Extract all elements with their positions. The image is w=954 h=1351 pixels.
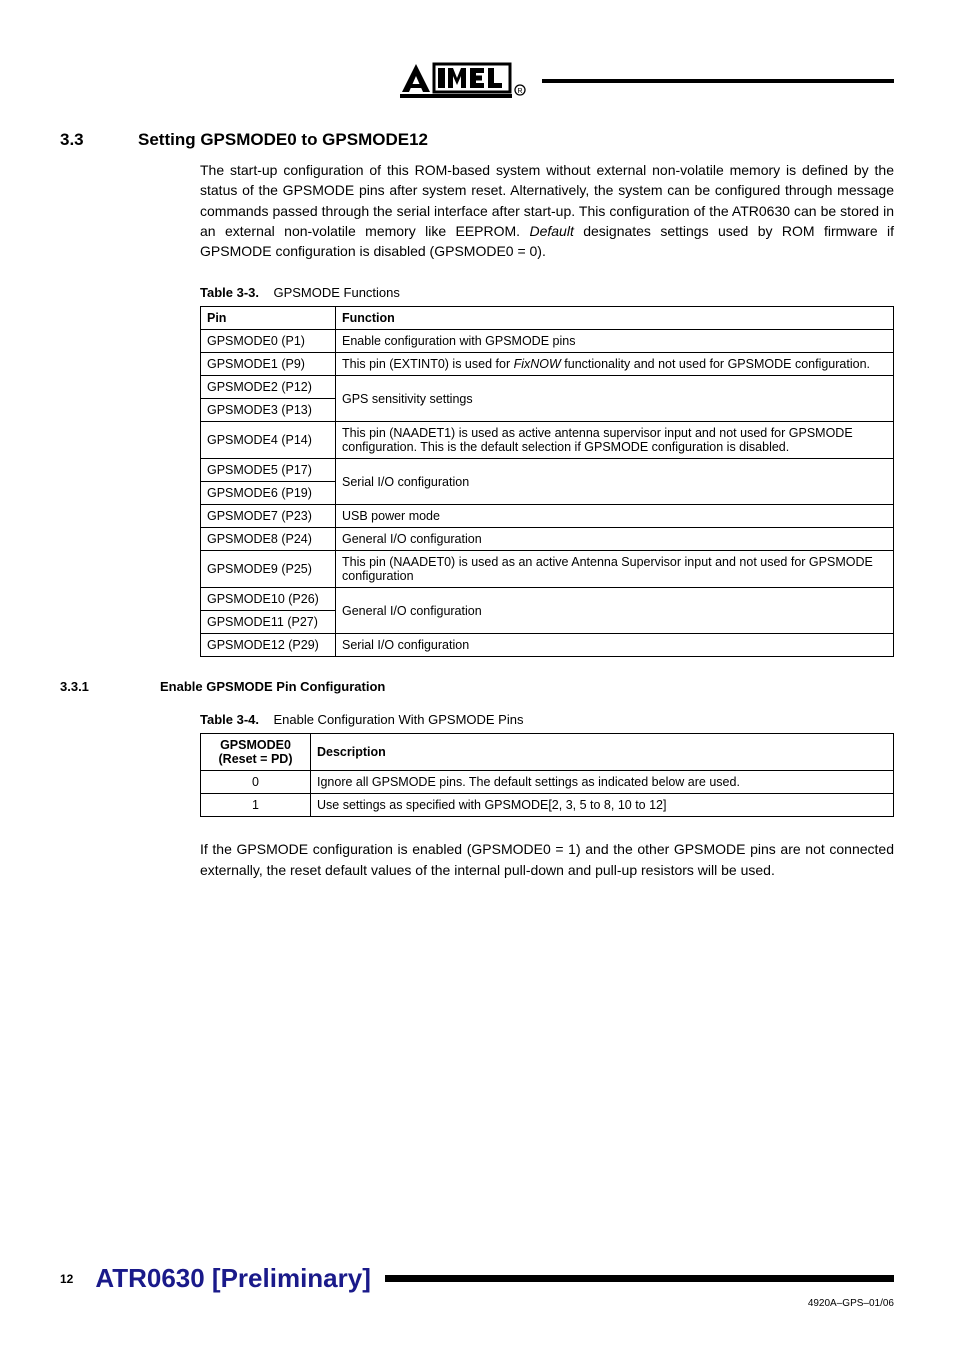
cell-pin: GPSMODE7 (P23)	[201, 505, 336, 528]
cell-function: USB power mode	[336, 505, 894, 528]
cell-pin: GPSMODE3 (P13)	[201, 399, 336, 422]
section-number: 3.3	[60, 130, 138, 150]
table-row: GPSMODE4 (P14)This pin (NAADET1) is used…	[201, 422, 894, 459]
table-row: GPSMODE2 (P12)GPS sensitivity settings	[201, 376, 894, 399]
cell-pin: GPSMODE12 (P29)	[201, 634, 336, 657]
table-row: GPSMODE12 (P29)Serial I/O configuration	[201, 634, 894, 657]
th-description: Description	[311, 734, 894, 771]
cell-description: Ignore all GPSMODE pins. The default set…	[311, 771, 894, 794]
subsection-heading: 3.3.1 Enable GPSMODE Pin Configuration	[60, 679, 894, 694]
paragraph-italic: Default	[529, 223, 573, 239]
table-row: GPSMODE7 (P23)USB power mode	[201, 505, 894, 528]
svg-text:R: R	[517, 88, 522, 95]
subsection-number: 3.3.1	[60, 679, 160, 694]
cell-pin: GPSMODE8 (P24)	[201, 528, 336, 551]
page-number: 12	[60, 1272, 73, 1286]
th-gpsmode0: GPSMODE0(Reset = PD)	[201, 734, 311, 771]
section-title: Setting GPSMODE0 to GPSMODE12	[138, 130, 428, 150]
table-3-3: Pin Function GPSMODE0 (P1)Enable configu…	[200, 306, 894, 657]
cell-pin: GPSMODE11 (P27)	[201, 611, 336, 634]
closing-paragraph: If the GPSMODE configuration is enabled …	[200, 839, 894, 880]
table-header-row: Pin Function	[201, 307, 894, 330]
table-3-3-label: Table 3-3.	[200, 285, 259, 300]
cell-pin: GPSMODE0 (P1)	[201, 330, 336, 353]
cell-pin: GPSMODE9 (P25)	[201, 551, 336, 588]
table-3-4-label: Table 3-4.	[200, 712, 259, 727]
cell-mode: 1	[201, 794, 311, 817]
table-row: GPSMODE10 (P26)General I/O configuration	[201, 588, 894, 611]
table-3-4-caption: Table 3-4. Enable Configuration With GPS…	[200, 712, 894, 727]
th-function: Function	[336, 307, 894, 330]
section-paragraph: The start-up configuration of this ROM-b…	[200, 160, 894, 261]
cell-description: Use settings as specified with GPSMODE[2…	[311, 794, 894, 817]
table-row: GPSMODE5 (P17)Serial I/O configuration	[201, 459, 894, 482]
table-row: GPSMODE1 (P9)This pin (EXTINT0) is used …	[201, 353, 894, 376]
footer-title-row: 12 ATR0630 [Preliminary]	[60, 1263, 894, 1294]
document-title: ATR0630 [Preliminary]	[95, 1263, 371, 1294]
atmel-logo: R	[400, 60, 530, 102]
table-row: GPSMODE0 (P1)Enable configuration with G…	[201, 330, 894, 353]
cell-function: This pin (NAADET1) is used as active ant…	[336, 422, 894, 459]
cell-function: General I/O configuration	[336, 528, 894, 551]
cell-pin: GPSMODE6 (P19)	[201, 482, 336, 505]
th-gpsmode0-text: GPSMODE0(Reset = PD)	[219, 738, 293, 766]
cell-function: This pin (NAADET0) is used as an active …	[336, 551, 894, 588]
cell-pin: GPSMODE10 (P26)	[201, 588, 336, 611]
table-3-4: GPSMODE0(Reset = PD) Description 0Ignore…	[200, 733, 894, 817]
footer-rule	[385, 1275, 894, 1282]
section-heading: 3.3 Setting GPSMODE0 to GPSMODE12	[60, 130, 894, 150]
cell-function: GPS sensitivity settings	[336, 376, 894, 422]
document-id: 4920A–GPS–01/06	[60, 1298, 894, 1309]
th-pin: Pin	[201, 307, 336, 330]
cell-function: Serial I/O configuration	[336, 459, 894, 505]
cell-mode: 0	[201, 771, 311, 794]
table-header-row: GPSMODE0(Reset = PD) Description	[201, 734, 894, 771]
cell-function: General I/O configuration	[336, 588, 894, 634]
cell-function: Enable configuration with GPSMODE pins	[336, 330, 894, 353]
cell-pin: GPSMODE2 (P12)	[201, 376, 336, 399]
table-row: GPSMODE9 (P25)This pin (NAADET0) is used…	[201, 551, 894, 588]
table-3-3-title: GPSMODE Functions	[273, 285, 399, 300]
table-row: GPSMODE8 (P24)General I/O configuration	[201, 528, 894, 551]
table-3-4-title: Enable Configuration With GPSMODE Pins	[273, 712, 523, 727]
cell-pin: GPSMODE5 (P17)	[201, 459, 336, 482]
logo-row: R	[400, 60, 894, 102]
subsection-title: Enable GPSMODE Pin Configuration	[160, 679, 385, 694]
page-footer: 12 ATR0630 [Preliminary] 4920A–GPS–01/06	[60, 1263, 894, 1309]
cell-pin: GPSMODE1 (P9)	[201, 353, 336, 376]
cell-function: This pin (EXTINT0) is used for FixNOW fu…	[336, 353, 894, 376]
header-rule	[542, 79, 894, 83]
table-row: 0Ignore all GPSMODE pins. The default se…	[201, 771, 894, 794]
cell-function: Serial I/O configuration	[336, 634, 894, 657]
table-row: 1Use settings as specified with GPSMODE[…	[201, 794, 894, 817]
cell-pin: GPSMODE4 (P14)	[201, 422, 336, 459]
table-3-3-caption: Table 3-3. GPSMODE Functions	[200, 285, 894, 300]
